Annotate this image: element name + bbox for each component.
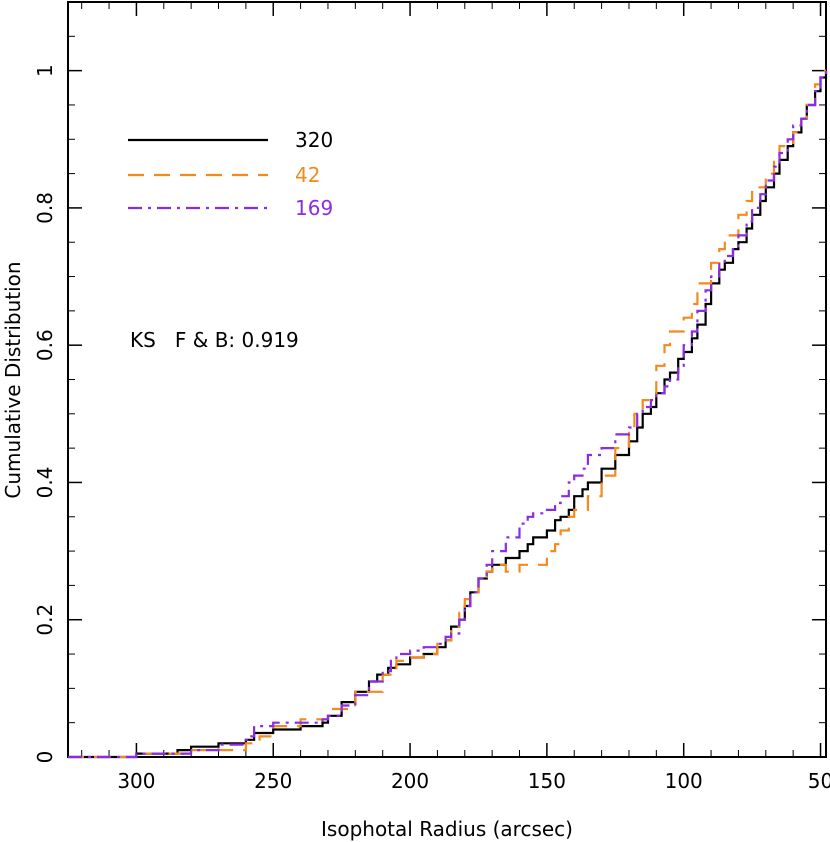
x-tick-label: 250 xyxy=(254,769,292,793)
axis-tick-labels: 300 250 200 150 100 50 0 0.2 0.4 0.6 0.8 1 xyxy=(33,64,830,793)
axis-ticks xyxy=(68,2,826,758)
x-tick-label: 150 xyxy=(528,769,566,793)
y-tick-label: 0.4 xyxy=(33,467,57,499)
plot-frame xyxy=(67,1,827,758)
ks-annotation: KS F & B: 0.919 xyxy=(130,328,299,352)
x-axis-title: Isophotal Radius (arcsec) xyxy=(321,817,573,841)
legend-label-320: 320 xyxy=(295,128,333,152)
y-tick-label: 0 xyxy=(33,751,57,764)
y-tick-label: 0.6 xyxy=(33,329,57,361)
y-tick-label: 0.8 xyxy=(33,192,57,224)
legend-label-42: 42 xyxy=(295,163,320,187)
x-tick-label: 300 xyxy=(117,769,155,793)
legend-label-169: 169 xyxy=(295,196,333,220)
series-line-169 xyxy=(68,70,828,759)
series-lines xyxy=(68,69,828,759)
y-tick-label: 1 xyxy=(33,64,57,77)
y-axis-title: Cumulative Distribution xyxy=(1,261,25,498)
x-tick-label: 200 xyxy=(391,769,429,793)
y-tick-label: 0.2 xyxy=(33,604,57,636)
series-line-320 xyxy=(68,70,828,759)
x-tick-label: 50 xyxy=(808,769,830,793)
legend: 320 42 169 xyxy=(128,128,333,220)
x-tick-label: 100 xyxy=(665,769,703,793)
series-line-42 xyxy=(68,69,826,759)
